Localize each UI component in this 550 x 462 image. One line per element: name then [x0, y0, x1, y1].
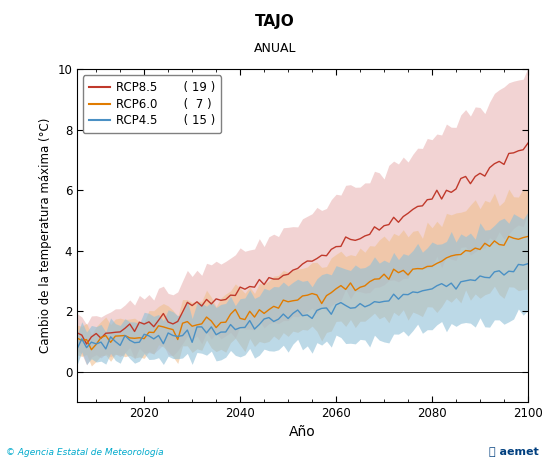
Text: 🐦 aemet: 🐦 aemet [490, 447, 539, 457]
X-axis label: Año: Año [289, 426, 316, 439]
Text: © Agencia Estatal de Meteorología: © Agencia Estatal de Meteorología [6, 449, 163, 457]
Text: ANUAL: ANUAL [254, 42, 296, 55]
Legend: RCP8.5       ( 19 ), RCP6.0       (  7 ), RCP4.5       ( 15 ): RCP8.5 ( 19 ), RCP6.0 ( 7 ), RCP4.5 ( 15… [83, 75, 221, 133]
Y-axis label: Cambio de la temperatura máxima (°C): Cambio de la temperatura máxima (°C) [39, 118, 52, 353]
Text: TAJO: TAJO [255, 14, 295, 29]
